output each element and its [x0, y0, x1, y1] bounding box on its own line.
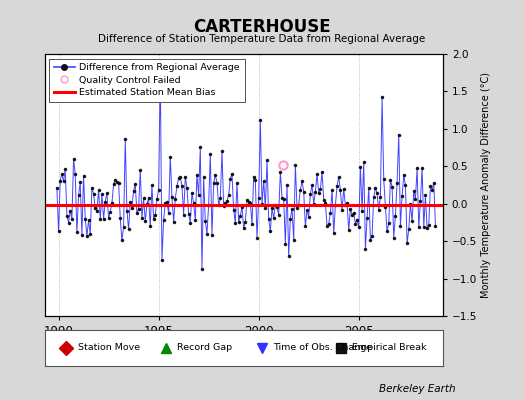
Text: Time of Obs. Change: Time of Obs. Change [272, 344, 372, 352]
Text: Difference of Station Temperature Data from Regional Average: Difference of Station Temperature Data f… [99, 34, 425, 44]
Text: Empirical Break: Empirical Break [352, 344, 427, 352]
Y-axis label: Monthly Temperature Anomaly Difference (°C): Monthly Temperature Anomaly Difference (… [482, 72, 492, 298]
Text: Record Gap: Record Gap [177, 344, 232, 352]
Text: Station Move: Station Move [78, 344, 140, 352]
Legend: Difference from Regional Average, Quality Control Failed, Estimated Station Mean: Difference from Regional Average, Qualit… [49, 59, 245, 102]
Text: Berkeley Earth: Berkeley Earth [379, 384, 456, 394]
Text: CARTERHOUSE: CARTERHOUSE [193, 18, 331, 36]
